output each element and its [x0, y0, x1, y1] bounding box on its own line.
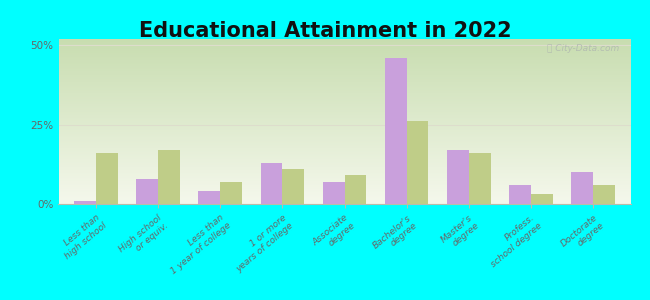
Bar — [469, 153, 491, 204]
Bar — [447, 150, 469, 204]
Text: Ⓛ City-Data.com: Ⓛ City-Data.com — [547, 44, 619, 53]
Bar — [198, 191, 220, 204]
Bar — [571, 172, 593, 204]
Bar — [323, 182, 345, 204]
Bar — [509, 185, 531, 204]
Bar — [344, 176, 366, 204]
Bar — [593, 185, 615, 204]
Bar — [96, 153, 118, 204]
Bar — [220, 182, 242, 204]
Bar — [136, 178, 158, 204]
Bar — [158, 150, 180, 204]
Bar — [531, 194, 552, 204]
Bar — [74, 201, 96, 204]
Bar — [385, 58, 407, 204]
Bar — [261, 163, 282, 204]
Text: Educational Attainment in 2022: Educational Attainment in 2022 — [138, 21, 512, 41]
Bar — [407, 122, 428, 204]
Bar — [282, 169, 304, 204]
